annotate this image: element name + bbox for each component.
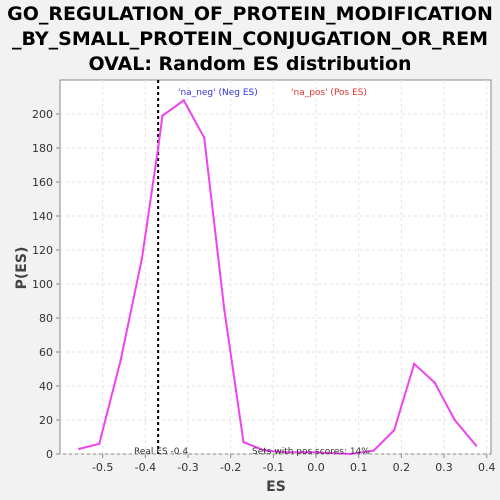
data-point: [223, 308, 226, 311]
real-es-label: Real ES -0.4: [134, 447, 188, 457]
y-tick-label: 40: [39, 380, 53, 393]
legend-entry-neg: 'na_neg' (Neg ES): [178, 88, 258, 98]
series-line-na-neg: [78, 98, 477, 456]
y-tick-label: 140: [32, 210, 53, 223]
x-tick-label: 0.1: [350, 461, 368, 474]
y-tick-label: 200: [32, 108, 53, 121]
x-tick-label: 0.2: [393, 461, 411, 474]
data-point: [161, 114, 164, 117]
x-tick-label: -0.1: [263, 461, 284, 474]
data-point: [453, 418, 456, 422]
chart-title-line-2: _BY_SMALL_PROTEIN_CONJUGATION_OR_REM: [11, 28, 489, 50]
data-point: [203, 136, 206, 139]
x-tick-label: 0.3: [435, 461, 453, 474]
data-point: [140, 257, 144, 260]
y-tick-label: 160: [32, 176, 53, 189]
pos-scores-annotation: Sets with pos scores: 14%: [252, 447, 370, 457]
grid-lines: [60, 80, 491, 455]
data-point: [392, 429, 396, 432]
data-point: [242, 440, 245, 444]
data-point: [284, 451, 288, 454]
legend-entry-pos: 'na_pos' (Pos ES): [291, 88, 367, 98]
x-tick-label: 0.0: [307, 461, 325, 474]
y-tick-label: 180: [32, 142, 53, 155]
x-tick-label: -0.3: [177, 461, 198, 474]
chart-title: GO_REGULATION_OF_PROTEIN_MODIFICATION _B…: [0, 2, 500, 77]
data-point: [98, 442, 101, 445]
y-tick-label: 60: [39, 346, 53, 359]
x-tick-label: -0.4: [135, 461, 156, 474]
data-point: [474, 444, 478, 447]
chart-title-line-1: GO_REGULATION_OF_PROTEIN_MODIFICATION: [7, 3, 493, 25]
y-tick-label: 120: [32, 244, 53, 257]
chart-title-line-3: OVAL: Random ES distribution: [88, 53, 412, 75]
data-point: [433, 381, 436, 384]
series-points: [78, 99, 478, 456]
y-tick-label: 80: [39, 312, 53, 325]
data-point: [412, 362, 416, 366]
data-point: [314, 451, 318, 454]
y-axis-ticks: 0 20 40 60 80 100 120 140 160 180 200: [32, 108, 60, 461]
data-point: [78, 447, 81, 451]
x-tick-label: -0.2: [220, 461, 241, 474]
data-point: [156, 146, 160, 150]
y-tick-label: 0: [46, 448, 53, 461]
y-tick-label: 20: [39, 414, 53, 427]
data-point: [263, 449, 267, 452]
data-point: [372, 449, 375, 452]
x-axis-ticks: -0.5 -0.4 -0.3 -0.2 -0.1 0.0 0.1 0.2 0.3 0.4: [92, 454, 496, 474]
data-point: [348, 452, 352, 456]
y-axis-label: P(ES): [14, 247, 30, 290]
x-axis-label: ES: [266, 479, 286, 495]
x-tick-label: -0.5: [92, 461, 113, 474]
y-tick-label: 100: [32, 278, 53, 291]
plot-area: [59, 79, 492, 455]
data-point: [182, 99, 185, 102]
x-tick-label: 0.4: [478, 461, 496, 474]
data-point: [119, 359, 122, 362]
